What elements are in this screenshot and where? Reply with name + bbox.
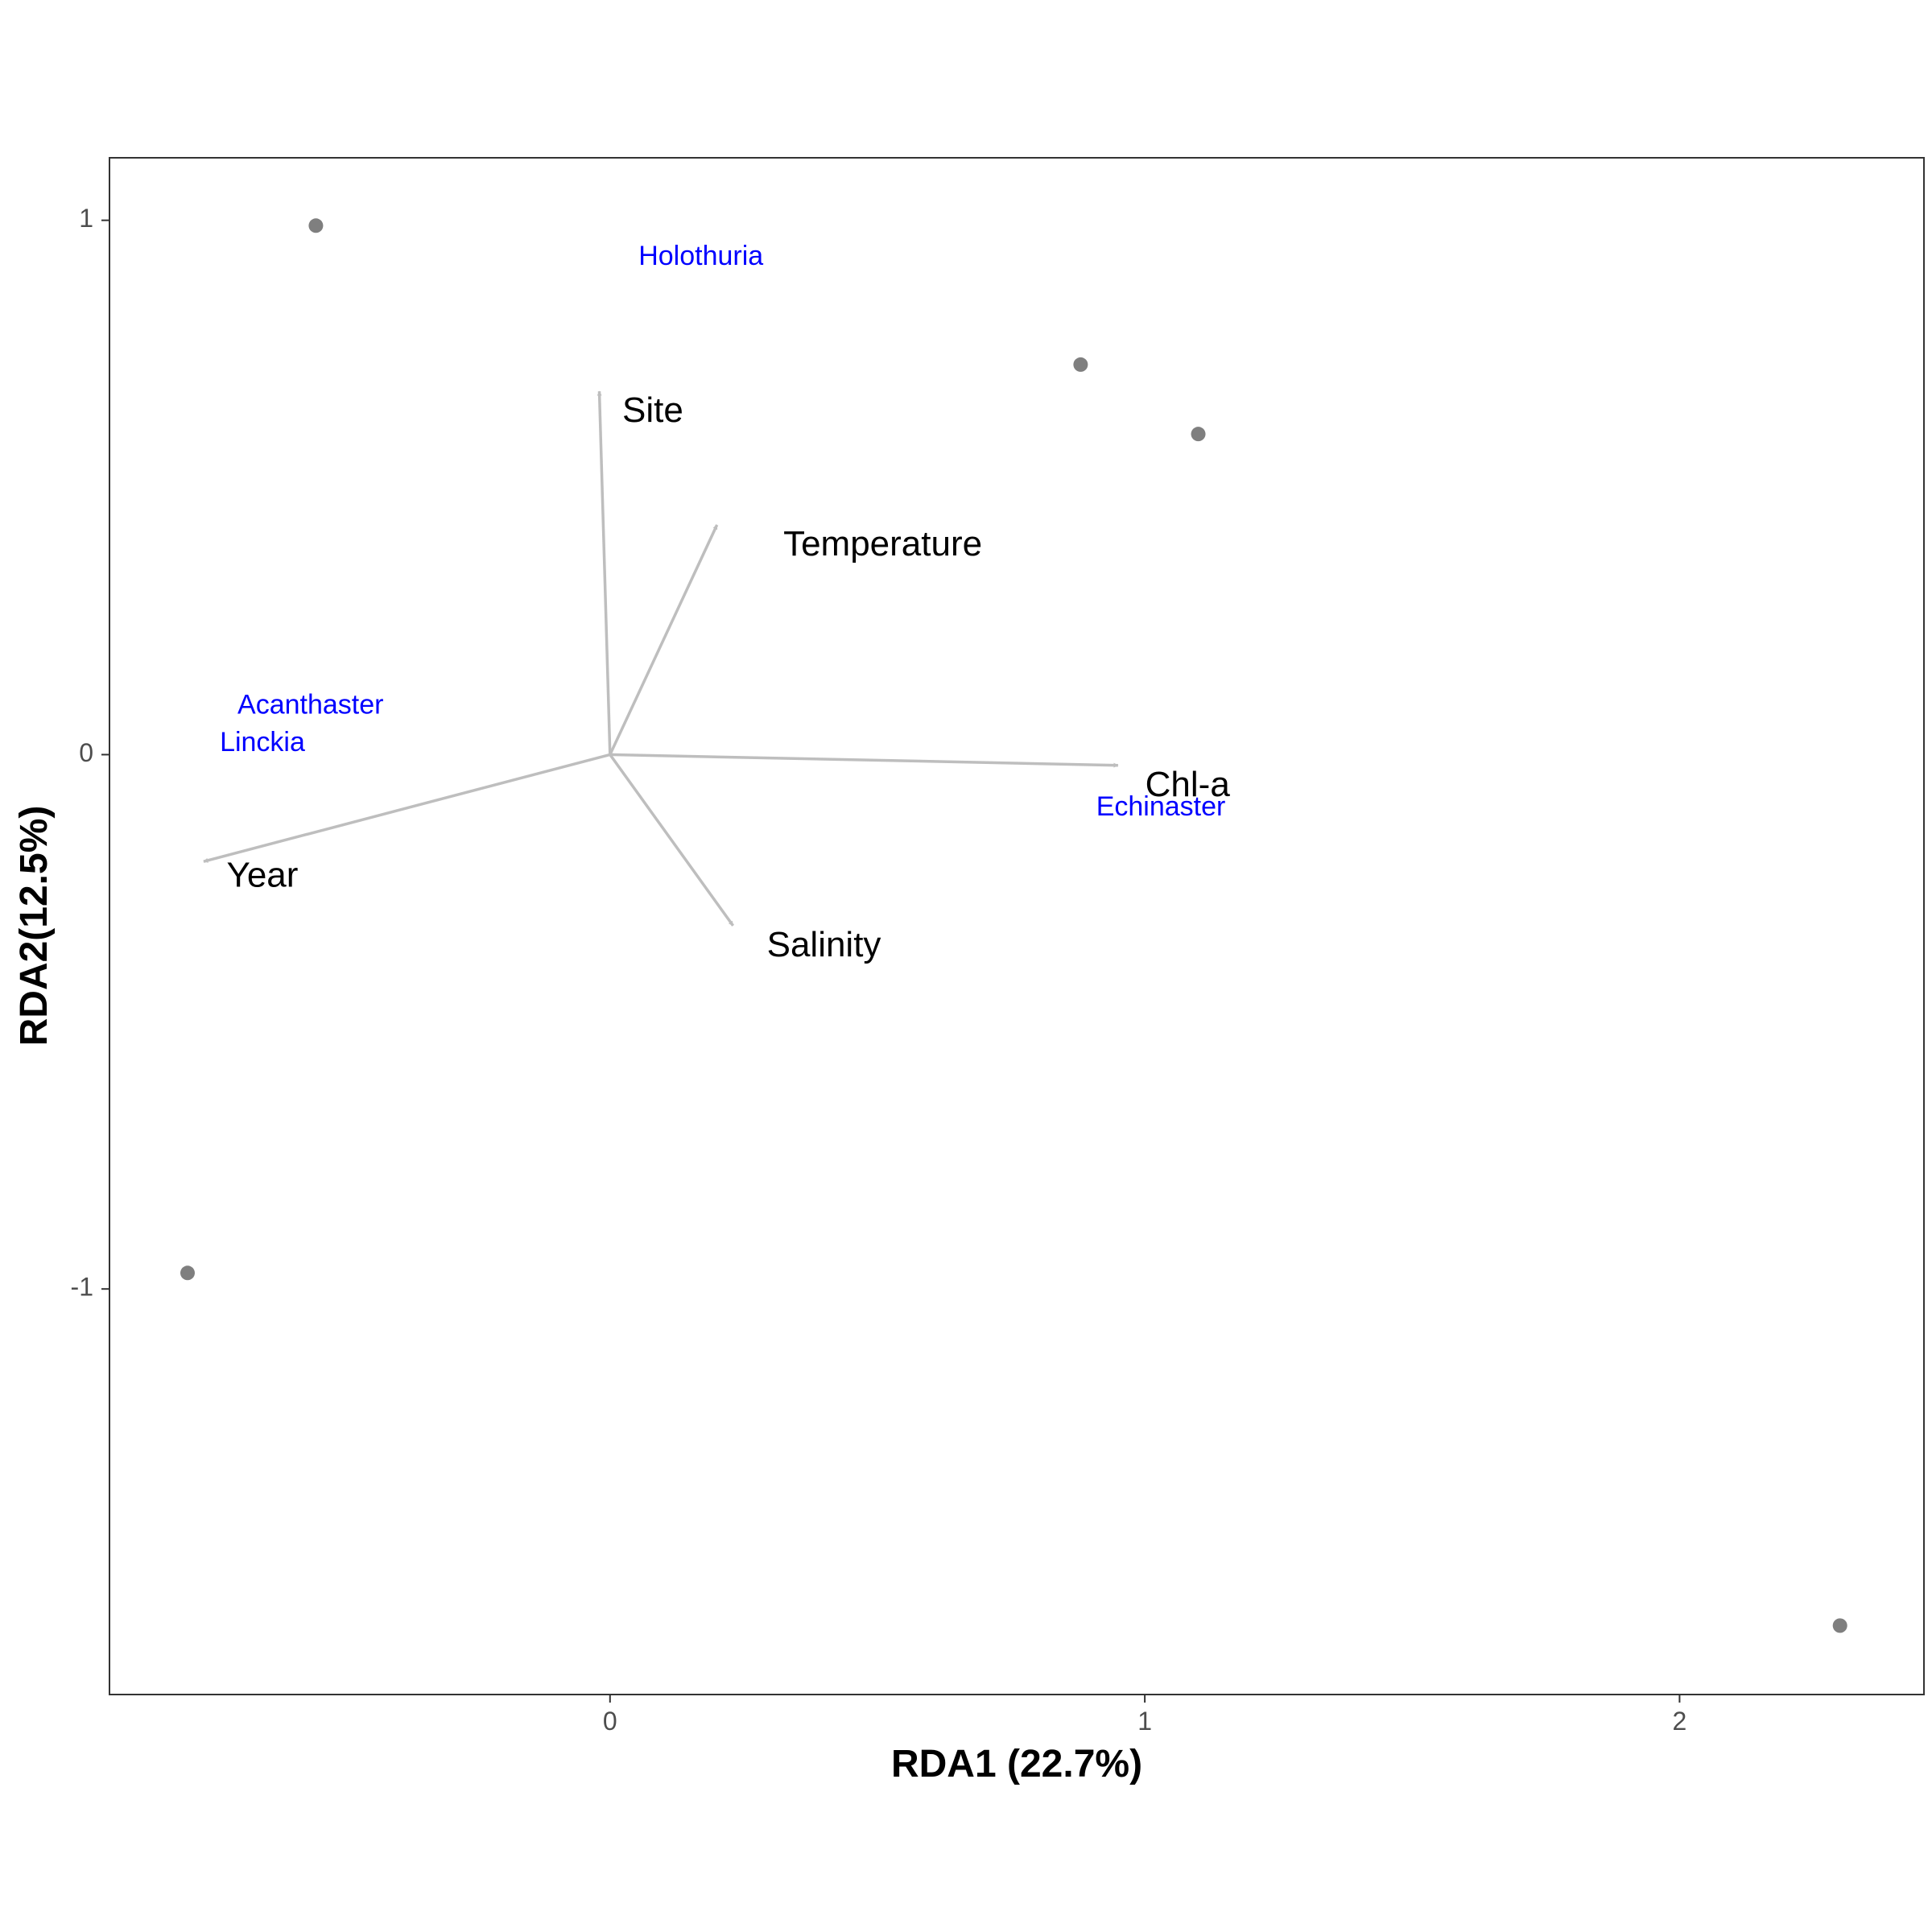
- y-tick-label-0: 0: [79, 738, 93, 767]
- env-label-chl-a: Chl-a: [1146, 765, 1231, 804]
- env-arrow-salinity: [609, 753, 735, 927]
- site-point-3: [1191, 427, 1206, 442]
- y-axis-title: RDA2(12.5%): [13, 806, 56, 1046]
- species-label-holothuria: Holothuria: [638, 241, 763, 271]
- x-axis-title: RDA1 (22.7%): [891, 1743, 1142, 1785]
- env-arrow-year: [203, 753, 611, 863]
- axes: 0 1 2 -1 0 1: [71, 204, 1687, 1736]
- site-point-2: [1073, 357, 1088, 372]
- y-tick-label-1: 1: [79, 204, 93, 233]
- species-label-linckia: Linckia: [220, 727, 305, 758]
- env-arrow-chl-a: [609, 753, 1119, 768]
- env-label-salinity: Salinity: [767, 925, 881, 964]
- x-tick-label-1: 1: [1137, 1707, 1152, 1736]
- plot-panel: [109, 157, 1925, 1695]
- species-label-echinaster: Echinaster: [1096, 791, 1226, 822]
- y-tick-label--1: -1: [71, 1273, 93, 1302]
- env-label-year: Year: [227, 856, 299, 895]
- env-arrow-temperature: [609, 524, 719, 756]
- species-label-acanthaster: Acanthaster: [237, 690, 383, 720]
- site-point-5: [1832, 1618, 1847, 1633]
- x-tick-label-0: 0: [603, 1707, 617, 1736]
- site-point-1: [308, 218, 324, 233]
- labels: Site Temperature Chl-a Year Salinity Holothur…: [220, 241, 1230, 964]
- x-tick-label-2: 2: [1673, 1707, 1687, 1736]
- env-label-temperature: Temperature: [783, 524, 982, 564]
- site-point-4: [180, 1265, 195, 1281]
- site-points: [180, 218, 1847, 1633]
- env-label-site: Site: [622, 390, 683, 430]
- env-arrows: [203, 390, 1119, 927]
- env-arrow-site: [597, 390, 612, 755]
